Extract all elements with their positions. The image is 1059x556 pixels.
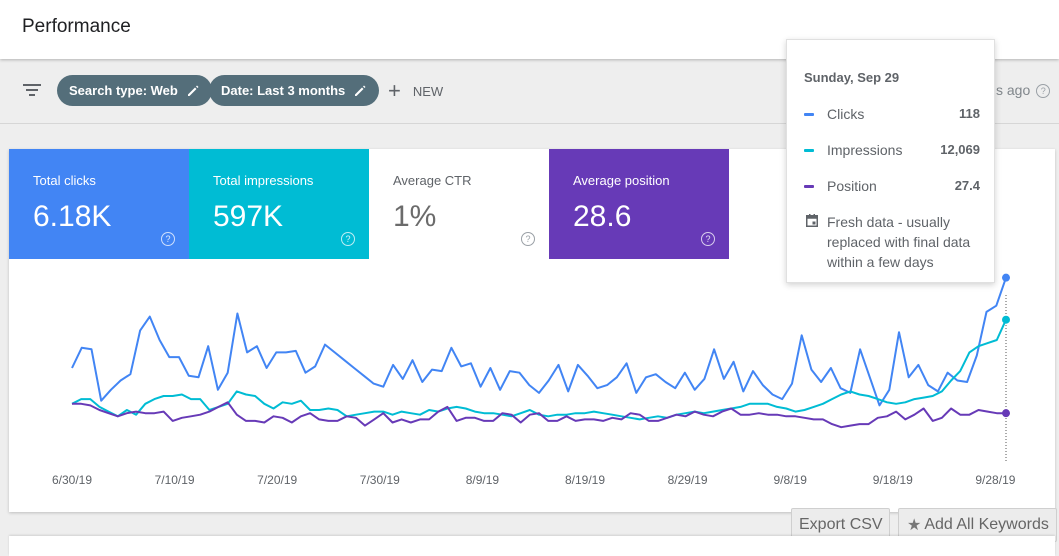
export-csv-label: Export CSV bbox=[799, 516, 883, 533]
metric-value: 1% bbox=[393, 200, 437, 233]
search-type-chip[interactable]: Search type: Web bbox=[57, 75, 212, 106]
series-swatch bbox=[804, 113, 814, 116]
tooltip-series-value: 118 bbox=[959, 106, 980, 121]
x-tick-label: 6/30/19 bbox=[52, 473, 92, 487]
help-icon[interactable]: ? bbox=[341, 232, 355, 246]
x-tick-label: 8/9/19 bbox=[466, 473, 500, 487]
tooltip-series-name: Position bbox=[827, 178, 877, 194]
metric-value: 597K bbox=[213, 200, 284, 233]
help-icon[interactable]: ? bbox=[161, 232, 175, 246]
calendar-icon bbox=[806, 214, 818, 227]
last-updated-text: s ago bbox=[996, 82, 1031, 98]
series-line-impressions bbox=[71, 319, 1007, 421]
x-tick-label: 7/30/19 bbox=[360, 473, 400, 487]
x-tick-label: 7/20/19 bbox=[257, 473, 297, 487]
tooltip-date: Sunday, Sep 29 bbox=[804, 70, 900, 85]
tooltip-row-clicks: Clicks 118 bbox=[804, 106, 980, 124]
series-swatch bbox=[804, 185, 814, 188]
tooltip-row-position: Position 27.4 bbox=[804, 178, 980, 196]
performance-chart[interactable]: 6/30/19 7/10/19 7/20/19 7/30/19 8/9/19 8/19/1… bbox=[9, 149, 1055, 512]
chart-tooltip: Sunday, Sep 29 Clicks 118 Impressions 12… bbox=[786, 39, 995, 283]
series-marker-position bbox=[1002, 409, 1010, 418]
bottom-card bbox=[9, 536, 1055, 556]
help-icon[interactable]: ? bbox=[701, 232, 715, 246]
metric-average-ctr[interactable]: Average CTR 1% ? bbox=[369, 149, 549, 259]
x-tick-label: 7/10/19 bbox=[155, 473, 195, 487]
search-type-chip-label: Search type: Web bbox=[69, 83, 178, 98]
page-title: Performance bbox=[22, 16, 131, 37]
help-icon[interactable]: ? bbox=[521, 232, 535, 246]
series-marker-clicks bbox=[1002, 273, 1010, 282]
edit-icon bbox=[355, 85, 366, 96]
tooltip-row-impressions: Impressions 12,069 bbox=[804, 142, 980, 160]
metric-label: Average position bbox=[573, 173, 670, 188]
metric-label: Total clicks bbox=[33, 173, 96, 188]
x-tick-label: 8/19/19 bbox=[565, 473, 605, 487]
x-tick-label: 9/18/19 bbox=[873, 473, 913, 487]
edit-icon bbox=[187, 85, 199, 96]
add-all-keywords-label: Add All Keywords bbox=[924, 516, 1049, 533]
star-icon: ★ bbox=[907, 517, 922, 534]
help-icon[interactable]: ? bbox=[1036, 84, 1051, 99]
x-tick-label: 8/29/19 bbox=[668, 473, 708, 487]
tooltip-series-name: Clicks bbox=[827, 106, 865, 122]
new-filter-label: NEW bbox=[412, 83, 444, 99]
x-tick-label: 9/8/19 bbox=[774, 473, 808, 487]
filter-bar: Search type: Web Date: Last 3 months + N… bbox=[0, 60, 1059, 124]
metric-value: 6.18K bbox=[33, 200, 112, 233]
metric-label: Total impressions bbox=[213, 173, 314, 188]
last-updated: s ago? bbox=[996, 82, 1051, 99]
metric-total-clicks[interactable]: Total clicks 6.18K ? bbox=[9, 149, 189, 259]
date-range-chip[interactable]: Date: Last 3 months bbox=[209, 75, 380, 106]
metric-average-position[interactable]: Average position 28.6 ? bbox=[549, 149, 729, 259]
date-range-chip-label: Date: Last 3 months bbox=[221, 83, 346, 98]
tooltip-series-value: 12,069 bbox=[940, 142, 980, 157]
metric-label: Average CTR bbox=[393, 173, 472, 188]
series-line-position bbox=[72, 401, 1006, 429]
series-swatch bbox=[804, 149, 814, 152]
page-header: Performance bbox=[0, 0, 1059, 59]
new-filter-button[interactable]: + NEW bbox=[388, 80, 443, 102]
plus-icon: + bbox=[388, 78, 401, 103]
tooltip-series-name: Impressions bbox=[827, 142, 903, 158]
series-line-clicks bbox=[71, 277, 1007, 407]
x-tick-label: 9/28/19 bbox=[975, 473, 1015, 487]
filter-icon[interactable] bbox=[22, 82, 42, 98]
metric-total-impressions[interactable]: Total impressions 597K ? bbox=[189, 149, 369, 259]
tooltip-fresh-data-note: Fresh data - usually replaced with final… bbox=[827, 214, 971, 270]
metric-value: 28.6 bbox=[573, 200, 632, 233]
tooltip-series-value: 27.4 bbox=[954, 178, 980, 193]
series-marker-impressions bbox=[1002, 315, 1010, 324]
